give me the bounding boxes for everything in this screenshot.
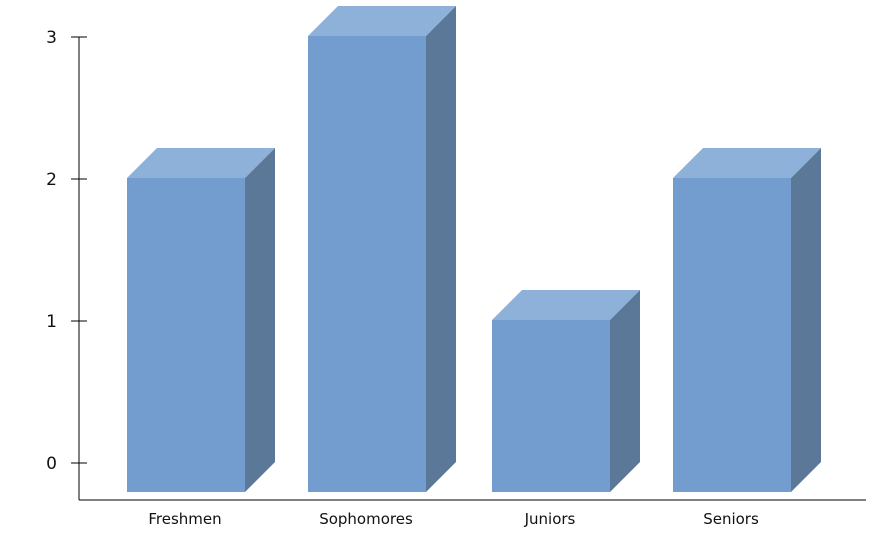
bar-front-freshmen bbox=[127, 178, 245, 492]
bar-seniors bbox=[673, 148, 821, 492]
bar-side-freshmen bbox=[245, 148, 275, 492]
bar-top-sophomores bbox=[308, 6, 456, 36]
bar-top-juniors bbox=[492, 290, 640, 320]
bar-side-seniors bbox=[791, 148, 821, 492]
x-axis-labels: Freshmen Sophomores Juniors Seniors bbox=[148, 510, 759, 528]
bar-front-seniors bbox=[673, 178, 791, 492]
bar-top-seniors bbox=[673, 148, 821, 178]
x-tick-label-seniors: Seniors bbox=[703, 510, 759, 528]
y-tick-label-3: 3 bbox=[46, 28, 57, 48]
x-tick-label-sophomores: Sophomores bbox=[319, 510, 413, 528]
bar-front-juniors bbox=[492, 320, 610, 492]
bars bbox=[127, 6, 821, 492]
y-axis-ticks: 0 1 2 3 bbox=[46, 28, 87, 474]
y-tick-label-0: 0 bbox=[46, 454, 57, 474]
bar-front-sophomores bbox=[308, 36, 426, 492]
bar-juniors bbox=[492, 290, 640, 492]
bar-sophomores bbox=[308, 6, 456, 492]
y-tick-label-2: 2 bbox=[46, 170, 57, 190]
bar-top-freshmen bbox=[127, 148, 275, 178]
chart-axes bbox=[78, 37, 866, 501]
bar-side-juniors bbox=[610, 290, 640, 492]
bar-side-sophomores bbox=[426, 6, 456, 492]
x-tick-label-freshmen: Freshmen bbox=[148, 510, 221, 528]
y-tick-label-1: 1 bbox=[46, 312, 57, 332]
bar-freshmen bbox=[127, 148, 275, 492]
x-tick-label-juniors: Juniors bbox=[524, 510, 576, 528]
